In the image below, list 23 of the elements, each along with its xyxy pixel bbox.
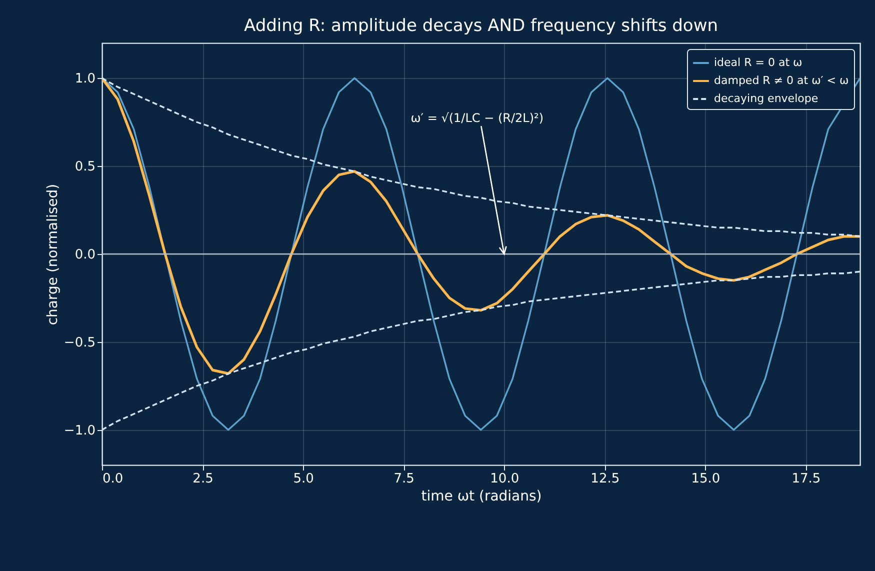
legend-label: damped R ≠ 0 at ω′ < ω [714,74,849,87]
x-tick-label: 15.0 [691,472,720,486]
annotation: ω′ = √(1/LC − (R/2L)²) [410,111,544,125]
x-tick-label: 10.0 [490,472,520,486]
legend-label: decaying envelope [714,92,818,105]
y-axis-title: charge (normalised) [44,184,61,326]
x-tick-label: 5.0 [293,472,314,486]
x-tick-label: 0.0 [102,472,124,486]
line-series [102,77,860,238]
x-tick-label: 7.5 [394,472,414,486]
x-tick-label: 12.5 [590,472,620,486]
x-tick-label: 17.5 [792,472,821,486]
chart-title: Adding R: amplitude decays AND frequency shifts down [244,16,718,36]
line-series [102,76,860,375]
x-tick-label: 2.5 [192,472,214,486]
y-tick-label: 0.0 [74,248,96,262]
x-axis-title: time ωt (radians) [421,488,542,504]
y-tick-label: 1.0 [74,72,96,87]
y-tick-label: −1.0 [64,423,96,438]
line-series [102,270,860,431]
y-tick-label: −0.5 [64,335,96,350]
y-tick-label: 0.5 [74,160,96,175]
legend-label: ideal R = 0 at ω [714,56,802,69]
